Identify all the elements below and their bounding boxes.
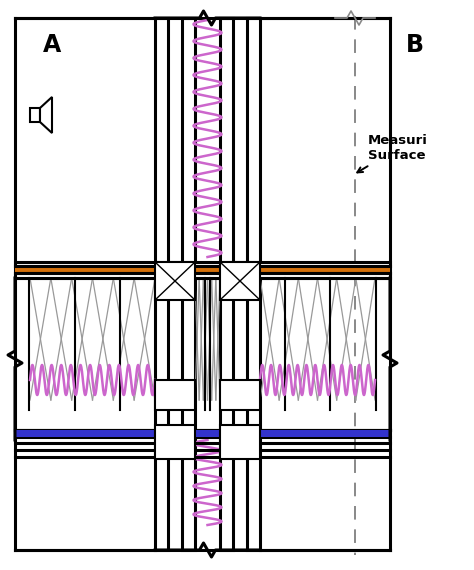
Bar xyxy=(260,430,390,437)
Bar xyxy=(155,18,168,550)
Bar xyxy=(220,380,260,410)
Bar xyxy=(15,273,390,278)
Polygon shape xyxy=(30,108,40,122)
Polygon shape xyxy=(40,97,52,133)
Text: Measuri
Surface: Measuri Surface xyxy=(357,134,428,173)
Bar xyxy=(15,266,390,273)
Bar xyxy=(155,425,195,459)
Bar xyxy=(220,262,260,300)
Bar xyxy=(195,430,220,437)
Bar xyxy=(247,18,260,550)
Bar xyxy=(182,18,195,550)
Bar xyxy=(220,18,233,550)
Bar xyxy=(220,425,260,459)
Bar xyxy=(15,262,390,266)
Bar xyxy=(155,262,195,300)
Bar xyxy=(15,430,155,437)
Text: A: A xyxy=(43,33,61,57)
Bar xyxy=(155,380,195,410)
Text: B: B xyxy=(406,33,424,57)
